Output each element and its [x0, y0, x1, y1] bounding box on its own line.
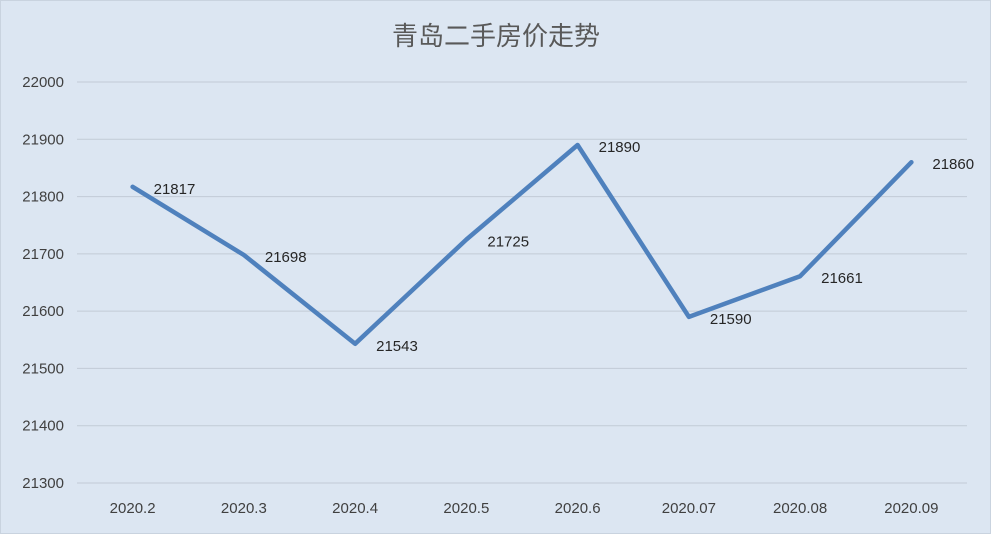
- series-line: [130, 142, 914, 347]
- series-line-layer: [130, 142, 914, 347]
- y-tick-label: 21700: [22, 246, 64, 263]
- data-label: 21698: [265, 249, 307, 266]
- x-tick-label: 2020.6: [555, 500, 601, 517]
- x-tick-label: 2020.5: [443, 500, 489, 517]
- y-axis-ticks: 22000 21900 21800 21700 21600 21500 21400 21300: [22, 74, 64, 492]
- data-label: 21890: [599, 139, 641, 156]
- x-axis-ticks: 2020.2 2020.3 2020.4 2020.5 2020.6 2020.07 202…: [110, 500, 939, 517]
- y-tick-label: 21400: [22, 418, 64, 435]
- x-tick-label: 2020.2: [110, 500, 156, 517]
- x-tick-label: 2020.07: [662, 500, 716, 517]
- data-label: 21725: [487, 234, 529, 251]
- x-tick-label: 2020.09: [884, 500, 938, 517]
- y-tick-label: 22000: [22, 74, 64, 91]
- y-tick-label: 21500: [22, 360, 64, 377]
- y-tick-label: 21800: [22, 189, 64, 206]
- x-tick-label: 2020.3: [221, 500, 267, 517]
- gridlines: [77, 81, 967, 484]
- x-tick-label: 2020.08: [773, 500, 827, 517]
- y-tick-label: 21900: [22, 131, 64, 148]
- x-tick-label: 2020.4: [332, 500, 378, 517]
- y-tick-label: 21600: [22, 303, 64, 320]
- data-label: 21543: [376, 338, 418, 355]
- data-label: 21661: [821, 270, 863, 287]
- data-label: 21817: [154, 181, 196, 198]
- chart-title: 青岛二手房价走势: [392, 22, 600, 52]
- data-label: 21860: [932, 156, 974, 173]
- data-labels: 21817 21698 21543 21725 21890 21590 21661 21860: [154, 139, 974, 355]
- y-tick-label: 21300: [22, 475, 64, 492]
- data-label: 21590: [710, 311, 752, 328]
